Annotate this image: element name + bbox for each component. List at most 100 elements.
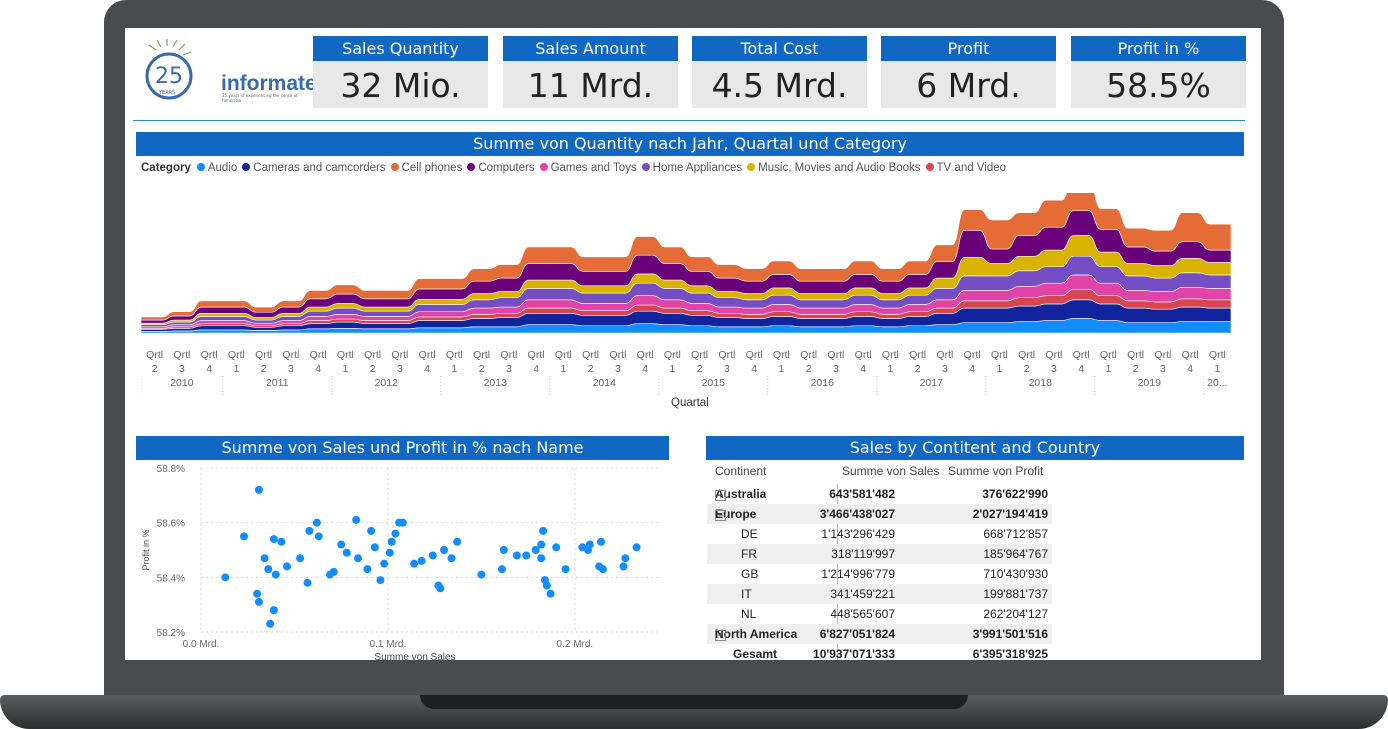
scatter-point[interactable] — [531, 546, 540, 554]
scatter-point[interactable] — [436, 584, 445, 593]
scatter-point[interactable] — [621, 554, 630, 563]
legend-item[interactable]: TV and Video — [925, 162, 1006, 174]
expand-icon[interactable]: + — [715, 490, 726, 501]
scatter-point[interactable] — [537, 554, 546, 563]
scatter-point[interactable] — [597, 537, 606, 546]
scatter-point[interactable] — [266, 619, 275, 628]
scatter-point[interactable] — [561, 565, 570, 574]
scatter-point[interactable] — [303, 578, 312, 587]
legend-dot — [196, 163, 205, 171]
scatter-point[interactable] — [552, 543, 561, 552]
legend-item[interactable]: Music, Movies and Audio Books — [747, 162, 921, 174]
scatter-point[interactable] — [221, 573, 230, 582]
table-row[interactable]: FR 318'119'997 185'964'767 — [707, 544, 1052, 564]
scatter-point[interactable] — [264, 565, 273, 574]
scatter-point[interactable] — [440, 546, 449, 554]
row-label: DE — [741, 527, 758, 541]
scatter-point[interactable] — [329, 567, 338, 576]
scatter-point[interactable] — [417, 556, 426, 565]
scatter-point[interactable] — [512, 551, 521, 560]
scatter-point[interactable] — [342, 548, 351, 557]
legend-item[interactable]: Cameras and camcorders — [242, 162, 386, 174]
scatter-point[interactable] — [305, 526, 314, 535]
scatter-point[interactable] — [277, 537, 286, 546]
scatter-point[interactable] — [632, 543, 641, 552]
kpi-total-cost[interactable]: Total Cost 4.5 Mrd. — [692, 36, 867, 108]
scatter-point[interactable] — [398, 518, 407, 527]
scatter-point[interactable] — [410, 559, 419, 568]
scatter-point[interactable] — [352, 515, 361, 524]
scatter-point[interactable] — [354, 554, 363, 563]
stream-chart[interactable] — [141, 193, 1231, 343]
scatter-point[interactable] — [239, 532, 248, 541]
scatter-point[interactable] — [367, 526, 376, 535]
scatter-chart[interactable]: 58.2% 58.4% 58.6% 58.8% 0.0 Mrd. 0.1 Mrd. 0.2 … — [139, 460, 669, 660]
scatter-point[interactable] — [363, 565, 372, 574]
x-tick-quarter: 2 — [915, 363, 921, 375]
scatter-point[interactable] — [254, 597, 263, 606]
table-header-sales[interactable]: Summe von Sales — [842, 464, 940, 478]
scatter-point[interactable] — [380, 559, 389, 568]
kpi-profit[interactable]: Profit 6 Mrd. — [881, 36, 1056, 108]
scatter-point[interactable] — [546, 589, 555, 598]
table-row[interactable]: IT 341'459'221 199'881'737 — [707, 584, 1052, 604]
scatter-point[interactable] — [260, 554, 269, 563]
scatter-point[interactable] — [254, 485, 263, 494]
scatter-point[interactable] — [337, 540, 346, 549]
legend-item[interactable]: Audio — [196, 162, 237, 174]
scatter-point[interactable] — [385, 548, 394, 557]
scatter-point[interactable] — [598, 565, 607, 574]
scatter-point[interactable] — [314, 532, 323, 541]
scatter-point[interactable] — [453, 537, 462, 546]
kpi-sales-quantity[interactable]: Sales Quantity 32 Mio. — [313, 36, 488, 108]
legend-item[interactable]: Computers — [467, 162, 535, 174]
table-row[interactable]: + North America 6'827'051'824 3'991'501'516 — [707, 624, 1052, 644]
scatter-point[interactable] — [387, 537, 396, 546]
legend-item[interactable]: Home Appliances — [641, 162, 742, 174]
table-row[interactable]: DE 1'143'296'429 668'712'857 — [707, 524, 1052, 544]
svg-text:YEARS: YEARS — [158, 90, 175, 96]
scatter-point[interactable] — [391, 529, 400, 538]
scatter-point[interactable] — [370, 543, 379, 552]
scatter-point[interactable] — [296, 554, 305, 563]
scatter-point[interactable] — [539, 526, 548, 535]
legend-dot — [641, 163, 650, 171]
table-row[interactable]: NL 448'565'607 262'204'127 — [707, 604, 1052, 624]
table-row[interactable]: Gesamt 10'937'071'333 6'395'318'925 — [707, 644, 1052, 660]
scatter-point[interactable] — [497, 565, 506, 574]
x-tick-year: 2015 — [702, 377, 726, 389]
legend-item[interactable]: Cell phones — [390, 162, 462, 174]
scatter-point[interactable] — [585, 540, 594, 549]
sales-matrix-table[interactable]: Continent Summe von Sales Summe von Prof… — [707, 458, 1052, 660]
expand-icon[interactable]: + — [715, 630, 726, 641]
x-tick-prefix: Qrtl — [255, 349, 272, 361]
x-tick-quarter: 4 — [206, 363, 212, 375]
x-tick-quarter: 3 — [179, 363, 185, 375]
table-row[interactable]: + Australia 643'581'482 376'622'990 — [707, 484, 1052, 504]
scatter-point[interactable] — [447, 554, 456, 563]
stream-series-cell-phones[interactable] — [141, 193, 1231, 321]
scatter-point[interactable] — [428, 551, 437, 560]
collapse-icon[interactable]: − — [715, 510, 726, 521]
scatter-point[interactable] — [271, 570, 280, 579]
scatter-point[interactable] — [269, 535, 278, 544]
scatter-point[interactable] — [376, 576, 385, 585]
scatter-point[interactable] — [269, 606, 278, 615]
kpi-sales-amount[interactable]: Sales Amount 11 Mrd. — [503, 36, 678, 108]
legend-item[interactable]: Games and Toys — [539, 162, 637, 174]
table-row[interactable]: − Europe 3'466'438'027 2'027'194'419 — [707, 504, 1052, 524]
scatter-point[interactable] — [542, 581, 551, 590]
table-row[interactable]: GB 1'214'996'779 710'430'930 — [707, 564, 1052, 584]
table-header-continent[interactable]: Continent — [715, 464, 767, 478]
scatter-point[interactable] — [312, 518, 321, 527]
table-header-profit[interactable]: Summe von Profit — [948, 464, 1044, 478]
kpi-profit-percent[interactable]: Profit in % 58.5% — [1071, 36, 1246, 108]
scatter-point[interactable] — [499, 546, 508, 554]
scatter-point[interactable] — [282, 562, 291, 571]
scatter-point[interactable] — [522, 551, 531, 560]
scatter-point[interactable] — [537, 540, 546, 549]
scatter-point[interactable] — [619, 562, 628, 571]
row-name-cell: Gesamt — [733, 647, 777, 660]
scatter-point[interactable] — [477, 570, 486, 579]
scatter-point[interactable] — [253, 589, 262, 598]
